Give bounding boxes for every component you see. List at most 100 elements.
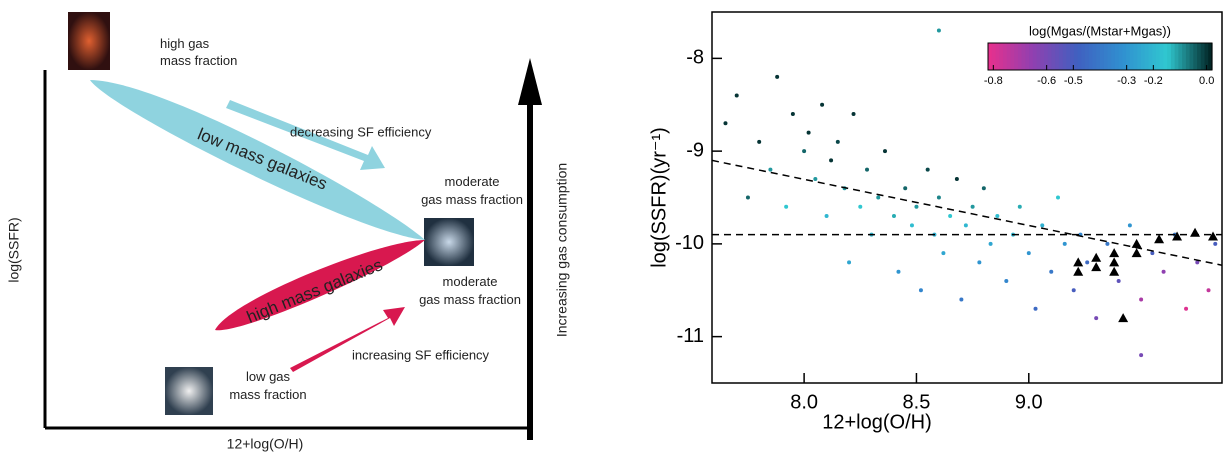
point (1004, 278, 1009, 283)
colorbar-cell (1092, 43, 1097, 70)
colorbar-cell (1021, 43, 1026, 70)
point (981, 186, 986, 191)
point (936, 28, 941, 33)
colorbar-cell (1002, 43, 1008, 70)
label: decreasing SF efficiency (290, 124, 432, 139)
colorbar-cell (1174, 43, 1179, 70)
colorbar-cell (1182, 43, 1187, 70)
colorbar-cell (1085, 43, 1090, 70)
point (995, 214, 1000, 219)
point (959, 297, 964, 302)
colorbar-cell (1156, 43, 1161, 70)
point (757, 139, 762, 144)
point (1026, 251, 1031, 256)
point (941, 251, 946, 256)
colorbar-cell (1167, 43, 1172, 70)
point (858, 204, 863, 209)
low-mass-band (90, 80, 425, 240)
point (851, 112, 856, 117)
colorbar-cell (1025, 43, 1030, 70)
triangle-point (1172, 231, 1183, 241)
point (802, 149, 807, 154)
colorbar-cell (1133, 43, 1138, 70)
axis-label: 12+log(O/H) (227, 436, 304, 452)
chart: -8 -9 -10 -11 8.0 8.5 9.0 12+log(O/H) log(SSFR)(… (648, 11, 1223, 433)
colorbar-cell (1014, 43, 1019, 70)
point (813, 176, 818, 181)
point (1116, 278, 1121, 283)
plot-frame (711, 11, 1223, 384)
point (784, 204, 789, 209)
colorbar-cell (1044, 43, 1049, 70)
point (1055, 195, 1060, 200)
colorbar-cell (1170, 43, 1176, 70)
colorbar-tick-label: -0.3 (1117, 75, 1136, 87)
label: low gas (246, 369, 291, 384)
colorbar-cell (1096, 43, 1101, 70)
point (1094, 316, 1099, 321)
diagram: high gas mass fraction decreasing SF effi… (6, 12, 570, 452)
colorbar-cell (1159, 43, 1165, 70)
colorbar-tick-label: -0.6 (1037, 75, 1056, 87)
point (925, 167, 930, 172)
colorbar-cell (1036, 43, 1041, 70)
colorbar-cell (1058, 43, 1064, 70)
colorbar-cell (1200, 43, 1206, 70)
point (865, 167, 870, 172)
point (768, 167, 773, 172)
colorbar-cell (1148, 43, 1153, 70)
label: mass fraction (229, 387, 306, 402)
point (1184, 306, 1189, 311)
point (963, 223, 968, 228)
triangle-point (1073, 257, 1084, 267)
point (903, 186, 908, 191)
colorbar-cell (1178, 43, 1183, 70)
label: moderate (445, 174, 500, 189)
colorbar-cell (1107, 43, 1112, 70)
label: mass fraction (160, 53, 237, 68)
triangle-point (1073, 266, 1084, 276)
point (824, 214, 829, 219)
point (988, 241, 993, 246)
colorbar-cell (1189, 43, 1194, 70)
point (954, 176, 959, 181)
colorbar-cell (1070, 43, 1075, 70)
triangle-point (1118, 313, 1129, 323)
colorbar-cell (1185, 43, 1191, 70)
colorbar-cell (1100, 43, 1105, 70)
point (1213, 241, 1218, 246)
high-mass-band (215, 240, 425, 331)
label: increasing SF efficiency (352, 347, 490, 362)
point (820, 102, 825, 107)
galaxy-image (68, 12, 110, 70)
colorbar-cell (1197, 43, 1202, 70)
colorbar-cell (1208, 43, 1213, 70)
arrow-head (518, 58, 542, 105)
dashed-line (712, 159, 1222, 266)
point (1139, 353, 1144, 358)
point (896, 269, 901, 274)
point (723, 121, 728, 126)
colorbar-cell (1141, 43, 1146, 70)
colorbar-cell (1144, 43, 1150, 70)
galaxy-image (165, 367, 213, 415)
point (918, 288, 923, 293)
colorbar-cell (1152, 43, 1157, 70)
colorbar-cell (1029, 43, 1034, 70)
galaxy-image (424, 218, 474, 266)
point (1139, 297, 1144, 302)
point (1062, 241, 1067, 246)
label: gas mass fraction (421, 192, 523, 207)
point (1127, 223, 1132, 228)
colorbar-cell (1111, 43, 1116, 70)
point (876, 195, 881, 200)
triangle-point (1131, 238, 1142, 248)
triangle-point (1154, 234, 1165, 244)
colorbar-cell (999, 43, 1004, 70)
colorbar-cell (995, 43, 1000, 70)
point (948, 214, 953, 219)
colorbar-cell (1122, 43, 1127, 70)
colorbar-cell (1032, 43, 1038, 70)
